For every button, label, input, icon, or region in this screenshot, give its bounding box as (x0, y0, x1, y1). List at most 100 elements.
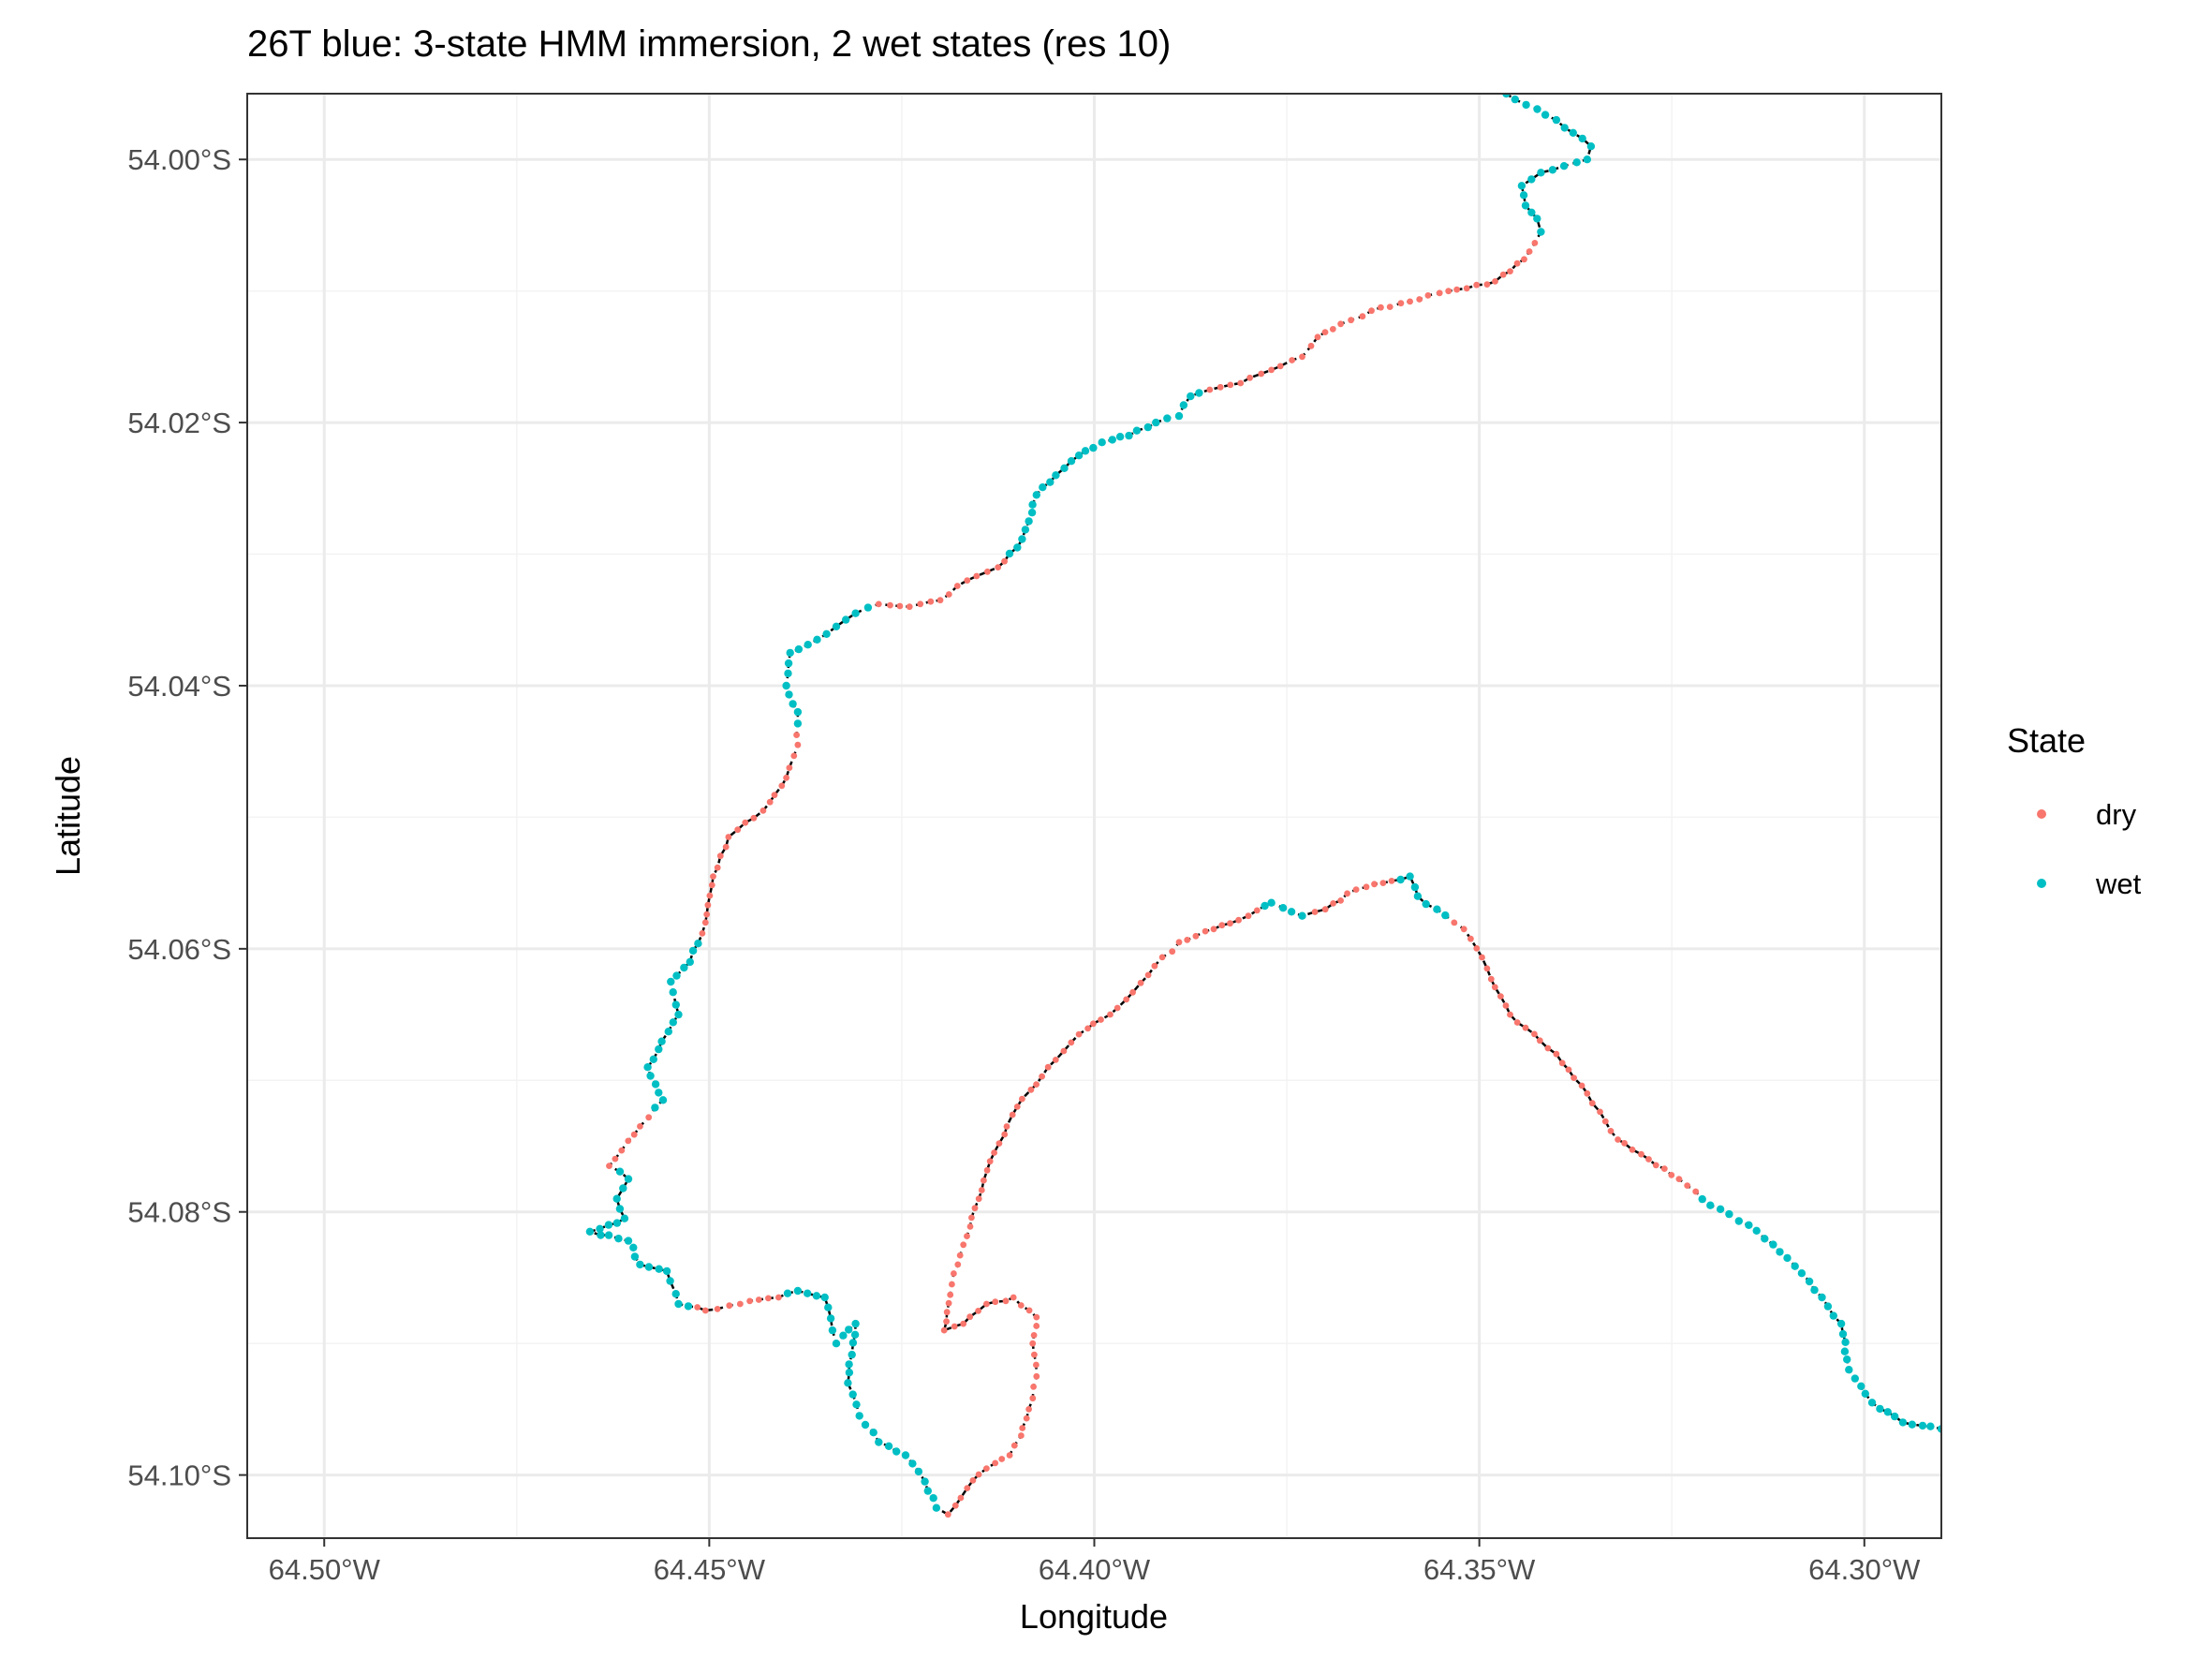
track-point-dry (1652, 1162, 1659, 1169)
track-point-wet (1422, 899, 1430, 909)
track-point-dry (1492, 278, 1498, 285)
track-point-dry (1017, 1302, 1025, 1309)
track-point-wet (832, 622, 841, 630)
track-point-dry (1029, 1395, 1037, 1402)
track-point-wet (848, 1339, 858, 1347)
legend: State dry wet (2007, 721, 2142, 900)
track-point-wet (671, 1290, 680, 1298)
track-point-dry (983, 1166, 991, 1174)
track-point-dry (986, 1158, 994, 1165)
track-point-dry (1321, 906, 1329, 913)
track-point-wet (1533, 215, 1541, 223)
track-point-wet (923, 1487, 932, 1495)
track-point-wet (845, 1360, 853, 1369)
track-point-wet (839, 1331, 848, 1340)
track-point-dry (1217, 383, 1224, 391)
track-point-wet (1891, 1412, 1899, 1421)
track-point-wet (1706, 1201, 1715, 1209)
track-point-dry (1044, 1063, 1052, 1071)
track-point-wet (1537, 228, 1545, 236)
track-point-dry (1001, 557, 1008, 565)
track-point-wet (1761, 1235, 1769, 1243)
track-point-dry (1039, 1073, 1045, 1080)
track-point-wet (643, 1063, 652, 1072)
track-point-dry (951, 1323, 958, 1330)
track-point-dry (1210, 926, 1217, 933)
track-point-dry (960, 1241, 967, 1249)
track-point-dry (716, 852, 724, 860)
track-point-dry (1307, 342, 1315, 349)
track-point-dry (1597, 1108, 1603, 1116)
track-point-dry (1029, 1340, 1037, 1347)
track-point-wet (620, 1214, 629, 1222)
track-point-dry (699, 930, 706, 937)
track-point-dry (1235, 916, 1242, 924)
track-point-dry (1151, 962, 1158, 970)
track-point-dry (794, 741, 802, 748)
track-point-wet (651, 1104, 659, 1112)
track-point-wet (1067, 457, 1076, 466)
track-point-wet (1163, 414, 1172, 422)
track-point-wet (1174, 411, 1184, 421)
track-point-wet (1937, 1425, 1941, 1433)
legend-title: State (2007, 721, 2086, 760)
track-point-wet (615, 1167, 625, 1176)
track-point-wet (901, 1451, 910, 1459)
track-point-wet (1527, 175, 1536, 184)
x-axis-ticks: 64.50°W 64.45°W 64.40°W 64.35°W 64.30°W (269, 1538, 1921, 1586)
track-point-wet (669, 988, 677, 997)
track-point-dry (1321, 329, 1329, 335)
track-point-dry (1588, 1100, 1596, 1107)
grid-lines (247, 94, 1941, 1538)
track-point-wet (624, 1237, 633, 1245)
track-point-dry (725, 834, 732, 840)
track-point-wet (612, 1194, 621, 1203)
track-point-wet (932, 1503, 941, 1512)
track-point-wet (804, 1289, 812, 1297)
track-point-wet (1519, 191, 1528, 200)
track-point-dry (714, 864, 721, 871)
track-point-wet (884, 1442, 893, 1451)
track-point-wet (1734, 1217, 1744, 1225)
track-point-dry (1033, 1081, 1040, 1088)
track-point-dry (1507, 268, 1513, 274)
track-point-dry (706, 892, 714, 899)
track-point-dry (750, 814, 758, 822)
track-point-wet (615, 1205, 625, 1213)
track-point-wet (1396, 875, 1405, 884)
track-point-dry (875, 600, 882, 608)
track-point-dry (1352, 886, 1360, 893)
track-point-wet (845, 1369, 854, 1377)
legend-key-dry (2037, 809, 2046, 819)
track-point-dry (1660, 1165, 1668, 1172)
track-point-dry (984, 568, 991, 575)
track-point-dry (1521, 256, 1527, 263)
track-point-dry (896, 602, 904, 610)
track-point-dry (1006, 1452, 1013, 1459)
track-point-dry (966, 1223, 974, 1230)
track-point-wet (1032, 491, 1041, 499)
track-point-dry (1329, 326, 1336, 333)
track-point-wet (1883, 1408, 1893, 1416)
track-point-wet (875, 1438, 883, 1446)
track-point-wet (812, 1292, 821, 1300)
track-point-wet (1005, 549, 1014, 558)
track-point-dry (975, 1308, 981, 1314)
track-point-dry (949, 1281, 955, 1288)
track-point-dry (956, 1252, 964, 1259)
legend-key-wet (2037, 879, 2046, 888)
track-point-dry (1031, 1351, 1038, 1358)
track-point-wet (585, 1227, 595, 1237)
track-point-wet (1698, 1194, 1706, 1204)
track-point-dry (1068, 1039, 1075, 1046)
track-point-dry (790, 752, 798, 760)
track-point-dry (1001, 1131, 1009, 1138)
track-point-dry (943, 1309, 951, 1316)
track-point-wet (655, 1089, 663, 1097)
track-point-dry (1113, 1004, 1121, 1012)
track-point-wet (1838, 1329, 1848, 1339)
track-point-dry (703, 911, 711, 918)
track-point-dry (1601, 1118, 1609, 1125)
track-point-dry (1463, 285, 1470, 292)
track-point-dry (1629, 1146, 1636, 1153)
